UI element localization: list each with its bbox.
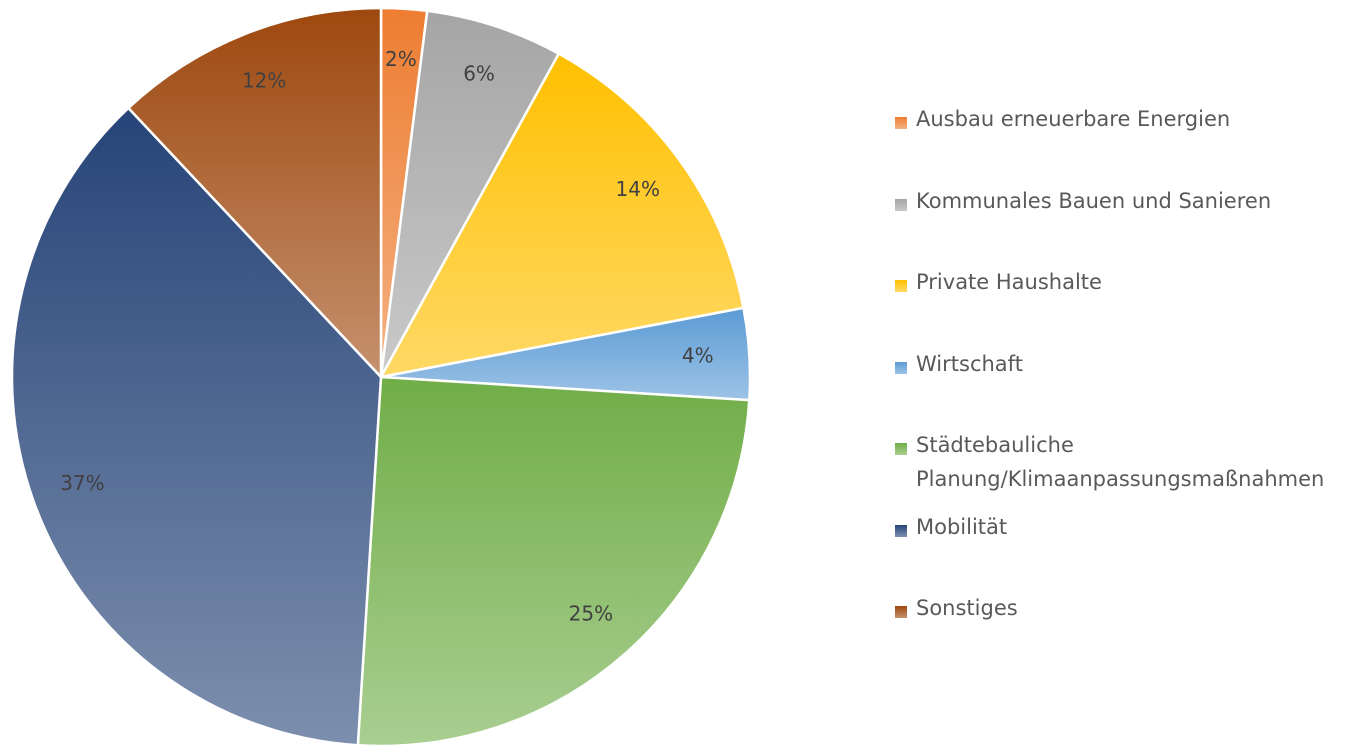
legend-label: Ausbau erneuerbare Energien bbox=[916, 107, 1231, 131]
legend-label: Städtebauliche Planung/Klimaanpassungsma… bbox=[916, 433, 1325, 491]
data-label: 14% bbox=[616, 177, 660, 201]
legend-swatch bbox=[895, 117, 907, 129]
legend-item: Ausbau erneuerbare Energien bbox=[895, 107, 1356, 136]
legend-swatch bbox=[895, 524, 907, 537]
data-label: 6% bbox=[463, 62, 495, 86]
legend-item: Private Haushalte bbox=[895, 270, 1356, 299]
pie-slice bbox=[356, 375, 751, 745]
legend-item: Sonstiges bbox=[895, 596, 1356, 625]
data-label: 12% bbox=[242, 68, 286, 92]
legend-label: Kommunales Bauen und Sanieren bbox=[916, 188, 1272, 213]
data-label: 4% bbox=[682, 344, 714, 368]
legend-item: Wirtschaft bbox=[895, 352, 1356, 381]
data-label: 25% bbox=[569, 602, 613, 626]
legend-label: Mobilität bbox=[916, 514, 1008, 539]
legend-item: Mobilität bbox=[895, 515, 1356, 544]
legend: Ausbau erneuerbare Energien Kommunales Ba… bbox=[895, 0, 1362, 745]
legend-swatch bbox=[895, 198, 907, 211]
legend-swatch bbox=[895, 443, 907, 455]
data-label: 37% bbox=[60, 471, 104, 495]
pie-slice bbox=[126, 6, 383, 381]
legend-item: Städtebauliche Planung/Klimaanpassungsma… bbox=[895, 433, 1356, 496]
legend-item: Kommunales Bauen und Sanieren bbox=[895, 189, 1356, 218]
legend-label: Wirtschaft bbox=[916, 351, 1023, 376]
legend-swatch bbox=[895, 606, 907, 618]
pie-slice bbox=[378, 51, 745, 379]
legend-label: Private Haushalte bbox=[916, 270, 1102, 294]
pie-slice bbox=[379, 9, 561, 378]
pie-slice bbox=[10, 106, 383, 745]
data-label: 2% bbox=[385, 47, 417, 71]
chart: 2% 6% 14% 4% 25% 37% 12% bbox=[10, 6, 752, 745]
legend-swatch bbox=[895, 280, 907, 292]
legend-swatch bbox=[895, 361, 907, 374]
legend-label: Sonstiges bbox=[916, 596, 1018, 620]
